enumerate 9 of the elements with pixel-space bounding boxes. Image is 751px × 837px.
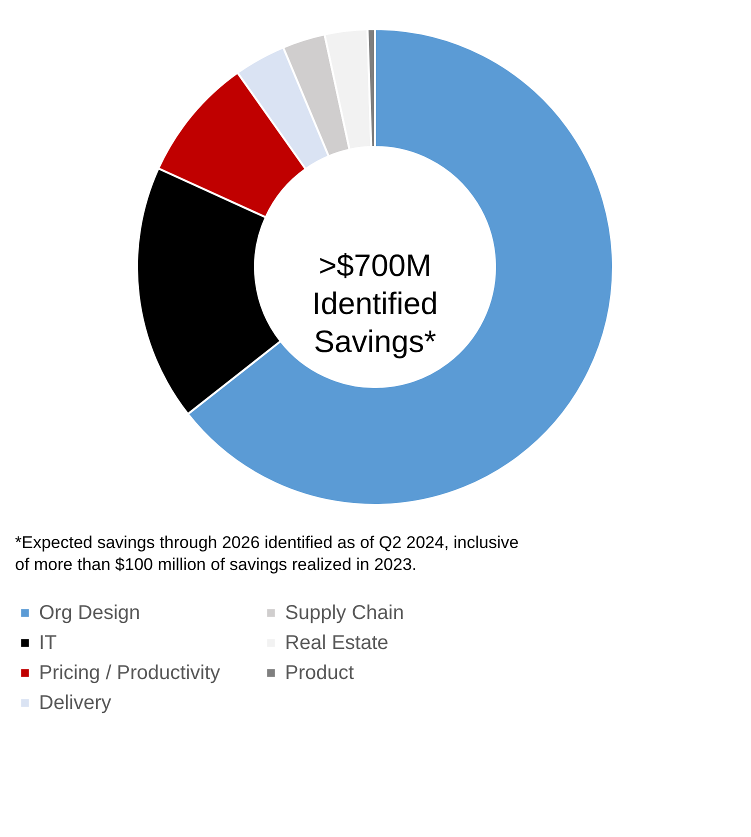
- legend-label: Pricing / Productivity: [39, 662, 220, 684]
- text: >$700M Identified Savings*: [312, 248, 438, 359]
- legend-label: Product: [285, 662, 354, 684]
- legend-label: Org Design: [39, 602, 140, 624]
- text: *Expected savings through 2026 identified as of Q2 2024, inclusive of more than $100 million of savings realized in 2023.: [15, 533, 519, 574]
- legend-label: IT: [39, 632, 57, 654]
- legend-label: Delivery: [39, 692, 112, 714]
- legend-label: Real Estate: [285, 632, 388, 654]
- legend-label: Supply Chain: [285, 602, 404, 624]
